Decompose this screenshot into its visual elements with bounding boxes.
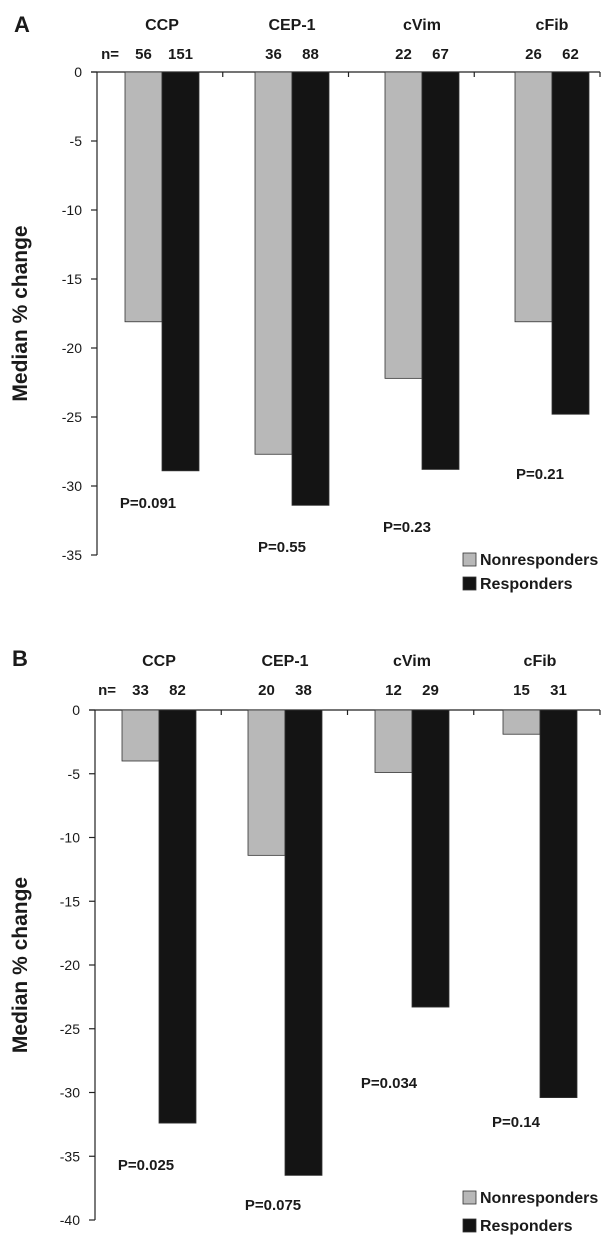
n-count: 20 (258, 682, 275, 699)
n-count: 31 (550, 682, 567, 699)
bar-responders (161, 71, 200, 472)
y-tick-label: -20 (60, 957, 80, 973)
bar-responders (421, 71, 460, 470)
y-tick-label: -15 (62, 271, 82, 287)
n-count: 62 (562, 46, 579, 63)
p-value-label: P=0.025 (118, 1157, 174, 1174)
y-tick-label: -5 (68, 766, 81, 782)
bar-nonresponders (374, 709, 413, 773)
category-label: CCP (145, 17, 179, 34)
n-count: 88 (302, 46, 319, 63)
n-count: 82 (169, 682, 186, 699)
y-tick-label: 0 (74, 64, 82, 80)
bar-responders (411, 709, 450, 1008)
y-tick-label: -30 (62, 478, 82, 494)
panel-a: A 0 -5 -10 -15 -20 -25 -30 -35 Median % change n= C… (9, 12, 601, 593)
category-label: cVim (403, 17, 441, 34)
y-tick-label: -25 (60, 1021, 80, 1037)
n-count: 151 (168, 46, 193, 63)
n-count: 33 (132, 682, 149, 699)
p-value-label: P=0.23 (383, 519, 431, 536)
bar-nonresponders (254, 71, 293, 455)
category-label: cFib (524, 653, 557, 670)
y-tick-label: -30 (60, 1085, 80, 1101)
legend-label-responders: Responders (480, 576, 573, 593)
bar-nonresponders (121, 709, 160, 762)
bar-responders (284, 709, 323, 1176)
y-tick-label: -5 (70, 133, 83, 149)
p-value-label: P=0.034 (361, 1075, 418, 1092)
y-axis-title: Median % change (9, 877, 32, 1053)
legend-swatch-nonresponders (462, 1190, 477, 1205)
category-label: CEP-1 (261, 653, 308, 670)
panel-letter: B (12, 646, 28, 671)
category-label: cVim (393, 653, 431, 670)
bar-nonresponders (514, 71, 553, 323)
y-tick-label: -40 (60, 1212, 80, 1228)
n-label: n= (98, 682, 116, 699)
y-tick-label: -15 (60, 893, 80, 909)
bar-nonresponders (124, 71, 163, 323)
bar-nonresponders (247, 709, 286, 856)
y-tick-label: -10 (60, 830, 80, 846)
bar-responders (539, 709, 578, 1099)
n-count: 38 (295, 682, 312, 699)
y-tick-label: -10 (62, 202, 82, 218)
n-count: 67 (432, 46, 449, 63)
p-value-label: P=0.55 (258, 539, 306, 556)
y-tick-label: -25 (62, 409, 82, 425)
y-tick-label: -35 (62, 547, 82, 563)
bar-nonresponders (384, 71, 423, 379)
bar-nonresponders (502, 709, 541, 735)
legend-label-responders: Responders (480, 1218, 573, 1235)
y-tick-label: -20 (62, 340, 82, 356)
p-value-label: P=0.091 (120, 495, 176, 512)
legend-swatch-responders (462, 1218, 477, 1233)
legend-swatch-nonresponders (462, 552, 477, 567)
category-label: CEP-1 (268, 17, 315, 34)
n-label: n= (101, 46, 119, 63)
n-count: 22 (395, 46, 412, 63)
p-value-label: P=0.075 (245, 1197, 301, 1214)
legend-swatch-responders (462, 576, 477, 591)
legend-label-nonresponders: Nonresponders (480, 552, 598, 569)
legend-label-nonresponders: Nonresponders (480, 1190, 598, 1207)
y-tick-label: -35 (60, 1148, 80, 1164)
y-axis-title: Median % change (9, 225, 32, 401)
n-count: 36 (265, 46, 282, 63)
p-value-label: P=0.14 (492, 1114, 541, 1131)
panel-b: B 0 -5 -10 -15 -20 -25 -30 -35 -40 Median % change… (9, 646, 601, 1235)
n-count: 26 (525, 46, 542, 63)
panel-letter: A (14, 12, 30, 37)
bar-responders (291, 71, 330, 506)
n-count: 29 (422, 682, 439, 699)
n-count: 15 (513, 682, 530, 699)
category-label: cFib (536, 17, 569, 34)
n-count: 12 (385, 682, 402, 699)
n-count: 56 (135, 46, 152, 63)
y-tick-label: 0 (72, 702, 80, 718)
bar-responders (158, 709, 197, 1124)
bar-responders (551, 71, 590, 415)
p-value-label: P=0.21 (516, 466, 564, 483)
category-label: CCP (142, 653, 176, 670)
